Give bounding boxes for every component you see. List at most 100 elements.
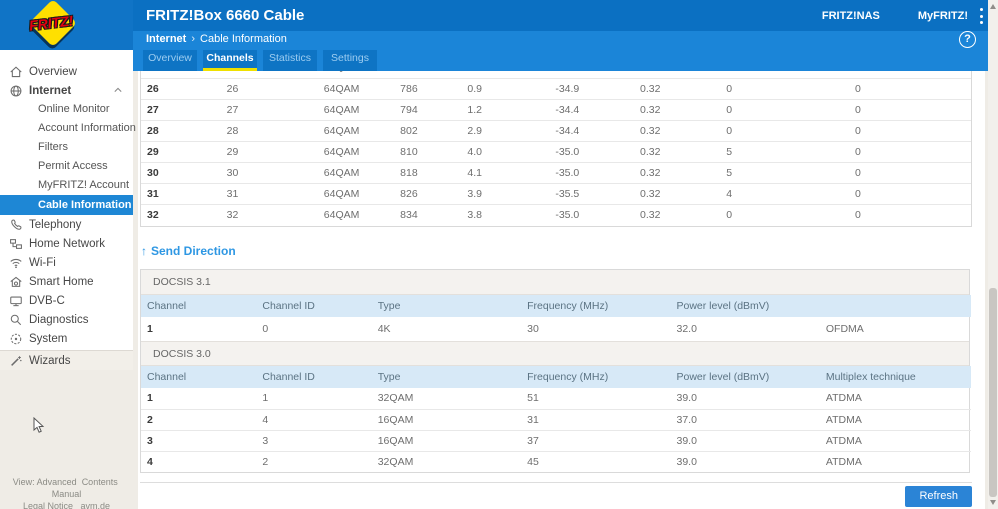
table-cell: 0 — [848, 119, 971, 141]
send-direction-tables: DOCSIS 3.1 Channel Channel ID Type Frequenc… — [140, 269, 971, 473]
sidebar-item-permit-access[interactable]: Permit Access — [38, 160, 108, 172]
contents-link[interactable]: Contents — [81, 477, 118, 487]
tab-overview[interactable]: Overview — [143, 50, 197, 71]
globe-icon — [8, 83, 23, 98]
table-cell: 30 — [141, 161, 221, 183]
sidebar-item-myfritz-account[interactable]: MyFRITZ! Account — [38, 179, 130, 191]
table-cell: 0 — [262, 323, 269, 335]
table-header-cell: Type — [371, 295, 522, 317]
sidebar-item-home-network[interactable]: Home Network — [0, 234, 133, 253]
sidebar-item-internet[interactable]: Internet — [0, 81, 133, 100]
table-cell: 39.0 — [670, 450, 820, 472]
table-row: 31 31 64QAM 826 3.9 -35.5 0.32 4 0 — [141, 182, 971, 204]
table-cell: 0 — [849, 71, 971, 78]
sidebar-item-smart-home[interactable]: Smart Home — [0, 272, 133, 291]
scrollbar-thumb[interactable] — [989, 288, 997, 497]
table-cell: 0 — [848, 98, 971, 120]
table-cell: 4 — [141, 450, 257, 472]
sidebar-item-wizards[interactable]: Wizards — [0, 350, 133, 370]
table-header-cell: Channel — [141, 295, 257, 317]
table-header-cell: Power level (dBmV) — [670, 295, 820, 317]
sidebar-item-online-monitor[interactable]: Online Monitor — [38, 103, 110, 115]
table-header-cell: Channel — [141, 366, 257, 388]
table-cell: -34.8 — [549, 71, 634, 78]
smart-home-icon — [8, 274, 23, 289]
table-cell: 4.1 — [461, 161, 550, 183]
table-cell: 37 — [521, 429, 671, 451]
table-cell: 0 — [848, 77, 971, 99]
table-cell: 4K — [377, 323, 391, 335]
table-cell: 28 — [220, 119, 318, 141]
table-cell: 27 — [141, 98, 221, 120]
sidebar: Overview Internet Online Monitor Account… — [0, 50, 136, 370]
send-direction-heading[interactable]: ↑ Send Direction — [141, 244, 236, 258]
table-cell: 64QAM — [317, 119, 395, 141]
table-cell: 0.32 — [633, 182, 721, 204]
magnifier-icon — [8, 312, 23, 327]
refresh-button[interactable]: Refresh — [905, 485, 972, 507]
sidebar-item-system[interactable]: System — [0, 329, 133, 348]
manual-link[interactable]: Manual — [51, 489, 82, 499]
table-cell: 0 — [848, 140, 971, 162]
sidebar-item-filters[interactable]: Filters — [38, 141, 68, 153]
avm-link[interactable]: avm.de — [80, 501, 111, 509]
table-cell: 0.32 — [634, 71, 720, 78]
tab-channels[interactable]: Channels — [203, 50, 257, 71]
table-cell: 3.9 — [461, 182, 550, 204]
fritznas-link[interactable]: FRITZ!NAS — [821, 9, 880, 22]
table-header-cell: Multiplex technique — [819, 366, 971, 388]
sidebar-item-diagnostics[interactable]: Diagnostics — [0, 310, 133, 329]
sidebar-item-dvb-c[interactable]: DVB-C — [0, 291, 133, 310]
table-cell: 818 — [394, 161, 462, 183]
tab-settings[interactable]: Settings — [323, 50, 377, 71]
table-cell: 0.32 — [633, 98, 721, 120]
table-row: 1 0 4K 30 32.0 OFDMA — [141, 317, 971, 341]
table-cell: 2 — [256, 450, 372, 472]
table-cell: -35.5 — [549, 182, 634, 204]
scroll-up-icon[interactable] — [990, 4, 996, 9]
chevron-up-icon[interactable] — [113, 85, 123, 97]
view-advanced-link[interactable]: Advanced — [36, 477, 77, 487]
fritz-logo[interactable]: FRITZ! — [0, 0, 133, 50]
myfritz-link[interactable]: MyFRITZ! — [917, 9, 968, 22]
legal-notice-link[interactable]: Legal Notice — [22, 501, 73, 509]
table-cell: -35.0 — [549, 140, 634, 162]
table-cell: 810 — [394, 140, 462, 162]
system-icon — [8, 331, 23, 346]
page-scrollbar[interactable] — [988, 0, 998, 509]
sidebar-item-cable-information[interactable]: Cable Information — [0, 195, 133, 215]
table-cell: 802 — [394, 119, 462, 141]
table-cell: ATDMA — [825, 392, 862, 405]
page-title: FRITZ!Box 6660 Cable — [146, 7, 305, 24]
table-cell: 4 — [256, 408, 372, 430]
table-cell: 16QAM — [371, 429, 522, 451]
table-row: 1 1 32QAM 51 39.0 ATDMA — [141, 388, 971, 409]
help-icon[interactable]: ? — [959, 31, 976, 48]
tab-statistics[interactable]: Statistics — [263, 50, 317, 71]
table-cell: 5 — [720, 161, 849, 183]
sidebar-item-account-information[interactable]: Account Information — [38, 122, 136, 134]
table-cell: 27 — [220, 98, 318, 120]
sidebar-item-telephony[interactable]: Telephony — [0, 215, 133, 234]
table-cell: 0 — [720, 98, 849, 120]
table-header-row: Channel Channel ID Type Frequency (MHz) Powe… — [141, 295, 971, 317]
table-cell: 51 — [527, 392, 539, 405]
table-cell: 3 — [141, 429, 257, 451]
table-cell: 45 — [521, 450, 671, 472]
kebab-menu-icon[interactable] — [980, 8, 984, 24]
table-row: 26 26 64QAM 786 0.9 -34.9 0.32 0 0 — [141, 77, 971, 99]
sidebar-item-overview[interactable]: Overview — [0, 62, 133, 81]
table-cell: 0.2 — [461, 71, 549, 78]
scroll-down-icon[interactable] — [990, 500, 996, 505]
table-cell: 0.32 — [633, 161, 721, 183]
docsis-31-band: DOCSIS 3.1 — [141, 270, 969, 295]
table-header-cell: Frequency (MHz) — [521, 366, 671, 388]
table-cell: 31 — [521, 408, 671, 430]
sidebar-item-wifi[interactable]: Wi-Fi — [0, 253, 133, 272]
breadcrumb-section[interactable]: Internet — [146, 33, 187, 45]
docsis-30-band: DOCSIS 3.0 — [141, 341, 969, 366]
table-cell: 0.32 — [633, 119, 721, 141]
table-cell: 2.9 — [461, 119, 550, 141]
table-header-row: Channel Channel ID Type Frequency (MHz) Powe… — [141, 366, 971, 388]
